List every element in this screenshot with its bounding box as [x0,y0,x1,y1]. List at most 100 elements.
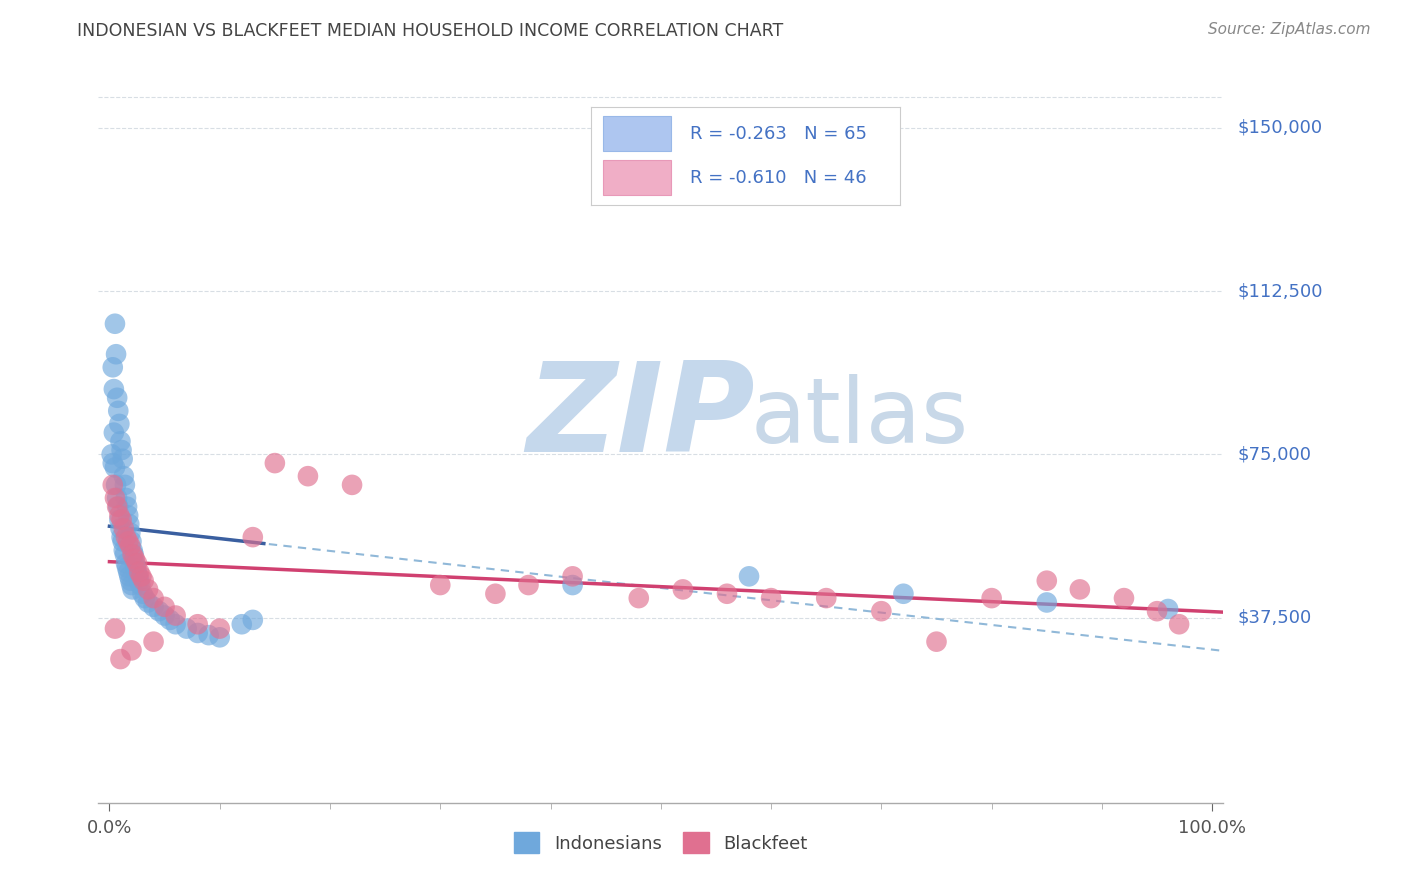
Point [165,608,187,623]
Point [105,491,128,505]
Point [105,478,128,492]
Point [627,591,650,606]
Point [108,417,131,431]
Point [242,530,264,544]
Point [101,478,124,492]
Point [121,582,143,597]
Point [231,617,253,632]
Point [114,548,136,562]
Point [1036,574,1059,588]
Point [110,530,132,544]
Point [142,599,165,614]
Text: $37,500: $37,500 [1237,608,1312,627]
Point [112,543,135,558]
Point [118,517,141,532]
Point [1112,591,1135,606]
Point [121,543,143,558]
Point [110,443,132,458]
Point [104,491,127,505]
Point [117,508,139,523]
Point [105,391,128,405]
Point [121,643,143,657]
Point [110,521,132,535]
Point [111,534,134,549]
Point [115,491,138,505]
Point [165,617,187,632]
Point [115,556,138,570]
Point [870,604,893,618]
Legend: Indonesians, Blackfeet: Indonesians, Blackfeet [508,825,814,861]
Point [104,460,127,475]
Point [117,565,139,579]
Text: $112,500: $112,500 [1237,282,1323,300]
Point [1146,604,1168,618]
Point [117,534,139,549]
Point [187,626,209,640]
Point [103,425,125,440]
Point [125,556,148,570]
Bar [603,116,671,151]
Point [115,530,138,544]
Point [107,404,129,418]
Point [893,587,915,601]
Point [115,500,138,514]
Point [104,317,127,331]
Point [112,469,135,483]
Point [114,478,136,492]
Point [121,548,143,562]
Point [759,591,782,606]
Point [118,569,141,583]
Point [980,591,1002,606]
Point [115,560,138,574]
Text: R = -0.263   N = 65: R = -0.263 N = 65 [689,125,866,143]
Point [672,582,695,597]
Point [429,578,451,592]
Point [1157,602,1180,616]
Point [517,578,540,592]
Point [131,569,153,583]
Point [242,613,264,627]
Point [101,360,124,375]
Point [111,451,134,466]
Point [104,622,127,636]
Point [925,634,948,648]
Point [153,608,176,623]
Point [108,508,131,523]
Point [121,578,143,592]
Point [148,604,170,618]
Point [108,513,131,527]
Point [110,434,132,449]
Point [128,574,150,588]
Point [1069,582,1091,597]
Point [105,500,128,514]
Point [107,500,129,514]
Point [120,539,142,553]
Point [1036,595,1059,609]
Point [100,447,122,461]
Point [131,587,153,601]
Point [120,525,142,540]
Point [128,565,150,579]
Point [125,565,148,579]
Text: R = -0.610   N = 46: R = -0.610 N = 46 [689,169,866,186]
Point [297,469,319,483]
Point [159,613,181,627]
Point [136,595,159,609]
Point [136,582,159,597]
Point [122,548,145,562]
Point [1168,617,1191,632]
Text: INDONESIAN VS BLACKFEET MEDIAN HOUSEHOLD INCOME CORRELATION CHART: INDONESIAN VS BLACKFEET MEDIAN HOUSEHOLD… [77,22,783,40]
Text: atlas: atlas [751,374,969,462]
Point [103,382,125,396]
Text: $75,000: $75,000 [1237,445,1312,464]
Point [124,552,146,566]
Point [112,521,135,535]
Point [197,628,219,642]
Point [110,652,132,666]
Point [125,560,148,574]
Point [561,569,583,583]
Point [142,634,165,648]
Point [340,478,363,492]
Point [101,456,124,470]
Point [134,591,156,606]
